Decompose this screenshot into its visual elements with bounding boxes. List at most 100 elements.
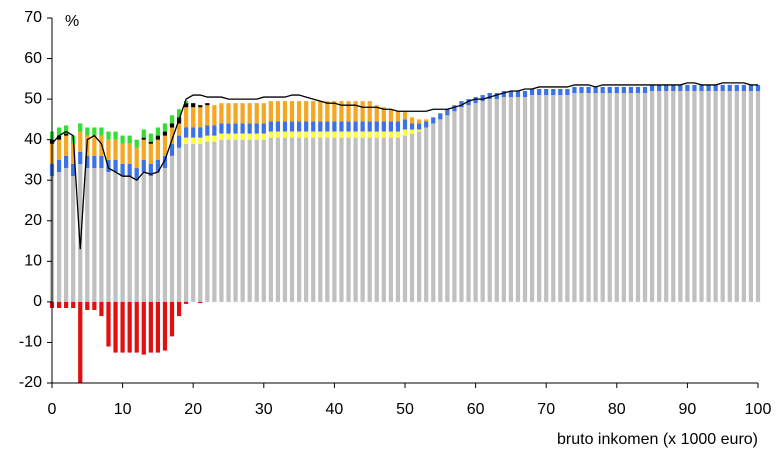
bar-segment — [78, 301, 83, 383]
bar-segment — [374, 137, 379, 302]
bar-segment — [431, 123, 436, 302]
bar-segment — [452, 105, 457, 112]
bar-segment — [304, 101, 309, 122]
bar-segment — [226, 133, 231, 140]
bar-segment — [176, 147, 182, 302]
bar-segment — [240, 139, 245, 302]
bar-segment — [388, 121, 393, 132]
bar-segment — [169, 115, 175, 124]
bar-segment — [353, 137, 358, 302]
bar-segment — [184, 101, 189, 104]
bar-segment — [692, 91, 697, 302]
bar-segment — [127, 176, 132, 302]
bar-segment — [311, 137, 316, 302]
bar-segment — [537, 88, 542, 96]
bar-segment — [219, 103, 224, 124]
bar-segment — [219, 139, 224, 302]
bar-segment — [134, 147, 139, 169]
bar-segment — [169, 301, 175, 337]
bar-segment — [254, 123, 259, 134]
bar-segment — [699, 84, 704, 91]
bar-segment — [289, 137, 295, 302]
bar-segment — [162, 301, 168, 351]
bar-segment — [92, 155, 97, 169]
bar-segment — [268, 131, 273, 138]
bar-segment — [191, 107, 196, 128]
bar-segment — [501, 91, 506, 98]
bar-segment — [56, 159, 62, 173]
bar-segment — [332, 131, 337, 138]
bar-segment — [247, 103, 252, 124]
bar-segment — [424, 121, 429, 128]
bar-segment — [713, 91, 718, 302]
bar-segment — [417, 129, 422, 132]
y-tick-label: -20 — [19, 374, 42, 391]
bar-segment — [614, 93, 619, 302]
bar-segment — [459, 107, 464, 302]
bar-segment — [198, 127, 203, 138]
bar-segment — [388, 131, 393, 138]
bar-segment — [642, 93, 648, 302]
bar-segment — [360, 137, 365, 302]
bar-segment — [261, 123, 266, 134]
bar-segment — [226, 103, 231, 124]
bar-segment — [106, 172, 111, 302]
bar-segment — [247, 133, 252, 140]
bar-segment — [628, 86, 634, 94]
bar-segment — [360, 101, 365, 122]
bar-segment — [657, 84, 662, 91]
x-tick-label: 80 — [608, 401, 626, 418]
bar-segment — [78, 164, 83, 302]
bar-segment — [205, 141, 210, 302]
bar-segment — [92, 301, 97, 310]
bar-segment — [169, 123, 175, 128]
bar-segment — [360, 131, 365, 138]
bar-segment — [226, 123, 231, 134]
bar-segment — [198, 107, 203, 128]
bar-segment — [755, 91, 761, 302]
bar-segment — [600, 93, 605, 302]
bar-segment — [480, 101, 485, 302]
bar-segment — [169, 143, 175, 156]
bar-segment — [671, 84, 676, 91]
bar-segment — [360, 121, 365, 132]
bar-segment — [120, 176, 125, 302]
bar-segment — [374, 131, 379, 138]
bar-segment — [127, 135, 132, 144]
bar-segment — [282, 121, 288, 132]
bar-segment — [311, 131, 316, 138]
bar-segment — [699, 91, 704, 302]
bar-segment — [367, 121, 372, 132]
bar-segment — [522, 91, 528, 98]
bar-segment — [289, 131, 295, 138]
bar-segment — [148, 301, 153, 353]
bar-segment — [318, 101, 323, 122]
bar-segment — [452, 111, 457, 302]
bar-segment — [289, 121, 295, 132]
bar-segment — [56, 135, 62, 140]
bar-segment — [579, 93, 584, 302]
total-line — [51, 82, 758, 250]
bar-segment — [529, 95, 535, 302]
bar-segment — [388, 109, 393, 122]
bar-segment — [212, 105, 217, 126]
bar-segment — [621, 86, 626, 94]
bar-segment — [515, 91, 521, 98]
bar-segment — [727, 84, 732, 91]
bar-segment — [395, 111, 401, 122]
x-tick-label: 50 — [396, 401, 414, 418]
bar-segment — [374, 105, 379, 122]
bar-segment — [212, 141, 217, 302]
bar-segment — [155, 139, 161, 160]
bar-segment — [268, 121, 273, 132]
x-axis-label: bruto inkomen (x 1000 euro) — [557, 431, 758, 448]
bar-segment — [106, 131, 111, 140]
bar-segment — [134, 301, 139, 353]
bar-segment — [381, 137, 386, 302]
bar-segment — [438, 113, 443, 120]
bar-segment — [508, 97, 514, 302]
bar-segment — [219, 123, 224, 134]
bar-segment — [282, 101, 288, 122]
bar-segment — [233, 103, 238, 124]
